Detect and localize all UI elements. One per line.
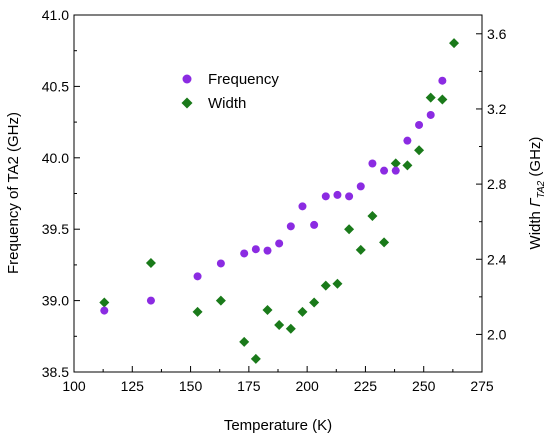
legend-frequency-marker (182, 74, 192, 84)
y-left-tick-label: 40.5 (42, 78, 69, 94)
x-tick-label: 125 (121, 378, 145, 394)
x-tick-label: 175 (237, 378, 261, 394)
plot-frame (73, 14, 483, 373)
y-axis-right-title: Width ΓTA2 (GHz) (527, 137, 547, 250)
tick-labels: 100 125 150 175 200 225 250 275 38.5 39.0 39.5 40.0… (42, 7, 507, 394)
frequency-point (298, 202, 307, 211)
y-left-tick-label: 38.5 (42, 364, 69, 380)
width-point (309, 297, 320, 308)
frequency-point (146, 296, 155, 305)
y-right-tick-label: 3.6 (487, 26, 507, 42)
frequency-point (356, 182, 365, 191)
y-axis-right-title-prefix: Width (527, 207, 544, 250)
width-point (379, 237, 390, 248)
frequency-point (333, 190, 342, 199)
frequency-point (426, 110, 435, 119)
y-left-tick-label: 41.0 (42, 7, 69, 23)
width-point (437, 94, 448, 105)
width-point (99, 297, 110, 308)
frequency-markers (100, 76, 447, 315)
legend-width-label: Width (208, 95, 246, 112)
frequency-point (380, 166, 389, 175)
y-right-tick-label: 2.8 (487, 176, 507, 192)
y-axis-right-title-symbol: Γ (527, 197, 544, 207)
x-tick-label: 200 (295, 378, 319, 394)
frequency-point (310, 220, 319, 229)
frequency-point (321, 192, 330, 201)
width-point (355, 244, 366, 255)
frequency-point (368, 159, 377, 168)
legend: Frequency Width (181, 71, 279, 112)
y-left-tick-label: 40.0 (42, 150, 69, 166)
frequency-point (275, 239, 284, 248)
width-point (414, 145, 425, 156)
width-point (320, 280, 331, 291)
x-axis-title: Temperature (K) (224, 417, 332, 434)
frequency-point (345, 192, 354, 201)
width-point (367, 211, 378, 222)
y-left-tick-label: 39.5 (42, 221, 69, 237)
y-right-tick-label: 2.4 (487, 251, 507, 267)
frequency-point (100, 306, 109, 315)
frequency-point (193, 272, 202, 281)
width-point (449, 38, 460, 49)
width-point (262, 304, 273, 315)
width-markers (99, 38, 460, 364)
y-right-tick-label: 3.2 (487, 101, 507, 117)
x-tick-label: 250 (412, 378, 436, 394)
x-tick-label: 225 (354, 378, 378, 394)
axis-ticks (73, 14, 483, 373)
width-point (192, 306, 203, 317)
width-point (274, 320, 285, 331)
width-point (285, 323, 296, 334)
x-tick-label: 100 (62, 378, 86, 394)
width-point (250, 353, 261, 364)
y-axis-right-title-subscript: TA2 (536, 180, 547, 198)
width-point (425, 92, 436, 103)
y-left-tick-label: 39.0 (42, 293, 69, 309)
width-point (145, 258, 156, 269)
x-tick-label: 150 (179, 378, 203, 394)
width-point (297, 306, 308, 317)
frequency-point (391, 166, 400, 175)
width-point (402, 160, 413, 171)
frequency-point (415, 120, 424, 129)
width-point (344, 224, 355, 235)
x-tick-label: 275 (470, 378, 494, 394)
width-point (332, 278, 343, 289)
legend-width-marker (181, 97, 193, 109)
frequency-point (286, 222, 295, 231)
width-point (390, 158, 401, 169)
width-point (215, 295, 226, 306)
width-point (239, 336, 250, 347)
y-right-tick-label: 2.0 (487, 326, 507, 342)
frequency-point (438, 76, 447, 85)
legend-frequency-label: Frequency (208, 71, 279, 88)
frequency-point (403, 136, 412, 145)
frequency-point (240, 249, 249, 258)
y-axis-left-title: Frequency of TA2 (GHz) (5, 112, 22, 274)
y-axis-right-title-suffix: (GHz) (527, 137, 544, 181)
frequency-point (216, 259, 225, 268)
frequency-point (251, 245, 260, 254)
frequency-point (263, 246, 272, 255)
